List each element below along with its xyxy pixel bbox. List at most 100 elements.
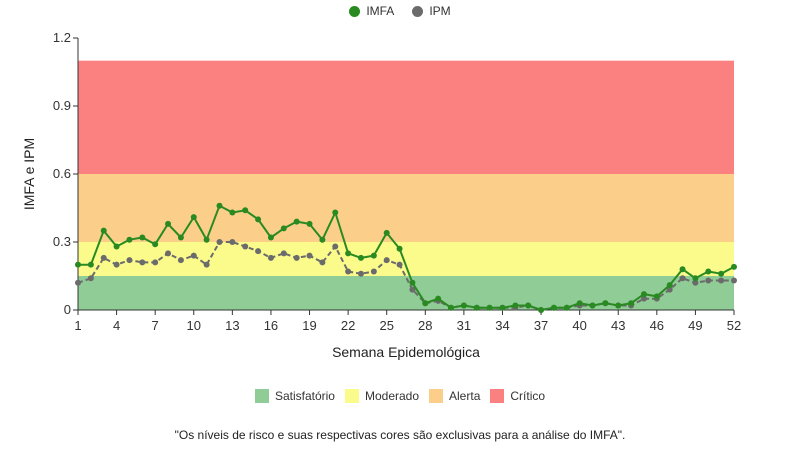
ipm-legend-label: IPM (429, 4, 451, 18)
ipm-point (306, 252, 313, 259)
imfa-point (653, 293, 660, 300)
x-axis-title: Semana Epidemológica (332, 344, 480, 360)
risk-band (78, 174, 734, 242)
ipm-point (345, 268, 352, 275)
imfa-point (396, 245, 403, 252)
imfa-point (422, 300, 429, 307)
ipm-point (718, 277, 725, 284)
x-tick-label: 1 (74, 318, 81, 333)
ipm-point (203, 261, 210, 268)
x-tick-label: 43 (611, 318, 625, 333)
ipm-point (666, 286, 673, 293)
alerta-swatch (429, 389, 444, 403)
satisfatorio-swatch (254, 389, 269, 403)
imfa-point (550, 304, 557, 311)
imfa-point (177, 234, 184, 241)
imfa-point (499, 304, 506, 311)
ipm-point (692, 279, 699, 286)
risk-legend-item[interactable]: Moderado (344, 389, 420, 403)
moderado-swatch (344, 389, 359, 403)
imfa-point (87, 261, 94, 268)
y-tick-label: 0 (64, 302, 71, 317)
imfa-point (293, 218, 300, 225)
imfa-point (229, 209, 236, 216)
imfa-point (615, 302, 622, 309)
imfa-legend-label: IMFA (366, 4, 395, 18)
imfa-point (640, 291, 647, 298)
ipm-legend-marker (412, 5, 424, 17)
ipm-point (280, 250, 287, 257)
imfa-point (332, 209, 339, 216)
x-tick-label: 46 (650, 318, 664, 333)
moderado-label: Moderado (364, 389, 420, 403)
imfa-point (165, 220, 172, 227)
imfa-point (435, 295, 442, 302)
imfa-point (602, 300, 609, 307)
ipm-point (705, 277, 712, 284)
x-tick-label: 25 (379, 318, 393, 333)
x-tick-label: 19 (302, 318, 316, 333)
y-tick-label: 0.6 (53, 166, 71, 181)
imfa-point (383, 229, 390, 236)
imfa-point (113, 243, 120, 250)
ipm-point (216, 239, 223, 245)
footnote: "Os níveis de risco e suas respectivas c… (174, 428, 626, 442)
risk-band (78, 242, 734, 276)
imfa-point (75, 261, 81, 268)
ipm-line (77, 241, 734, 311)
imfa-point (139, 234, 146, 241)
risk-bands (78, 60, 734, 310)
y-tick-label: 0.3 (53, 234, 71, 249)
series-legend: IMFA IPM (0, 4, 800, 18)
legend-item-ipm[interactable]: IPM (412, 4, 451, 18)
imfa-point (473, 304, 480, 311)
imfa-point (718, 270, 725, 277)
y-tick-label: 1.2 (53, 30, 71, 45)
imfa-point (576, 300, 583, 307)
ipm-point (293, 254, 300, 261)
imfa-point (255, 216, 262, 223)
axes: 0 0.3 0.6 0.9 1.2 1 4 7 10 13 16 19 22 25 28 31 34 37 40 43… (53, 30, 741, 333)
risk-legend-item[interactable]: Crítico (490, 389, 545, 403)
risk-legend-item[interactable]: Alerta (429, 389, 480, 403)
ipm-point (177, 257, 184, 264)
ipm-point (242, 243, 249, 250)
imfa-point (705, 268, 712, 275)
imfa-point (589, 302, 596, 309)
imfa-point (563, 304, 570, 311)
ipm-point (229, 239, 236, 245)
imfa-point (203, 236, 210, 243)
imfa-point (460, 302, 467, 309)
ipm-point (267, 254, 274, 261)
ipm-point (679, 275, 686, 282)
imfa-point (512, 302, 519, 309)
risk-band (78, 276, 734, 310)
imfa-point (306, 220, 313, 227)
critico-label: Crítico (510, 389, 546, 403)
imfa-point (525, 302, 532, 309)
risk-legend-item[interactable]: Satisfatório (254, 389, 335, 403)
ipm-point (640, 295, 647, 302)
ipm-point (126, 257, 133, 264)
x-tick-label: 37 (534, 318, 548, 333)
alerta-label: Alerta (449, 389, 481, 403)
ipm-point (383, 257, 390, 264)
y-axis-title: IMFA e IPM (21, 138, 37, 210)
ipm-point (332, 243, 339, 250)
critico-swatch (490, 389, 505, 403)
imfa-point (486, 304, 493, 311)
imfa-point (370, 252, 377, 259)
imfa-point (216, 202, 223, 209)
x-tick-label: 4 (113, 318, 120, 333)
imfa-point (319, 236, 326, 243)
imfa-point (448, 304, 455, 311)
x-tick-label: 10 (187, 318, 201, 333)
imfa-legend-marker (349, 5, 361, 17)
imfa-point (731, 263, 737, 270)
imfa-point (267, 234, 274, 241)
legend-item-imfa[interactable]: IMFA (349, 4, 394, 18)
imfa-point (409, 279, 416, 286)
x-tick-label: 7 (152, 318, 159, 333)
